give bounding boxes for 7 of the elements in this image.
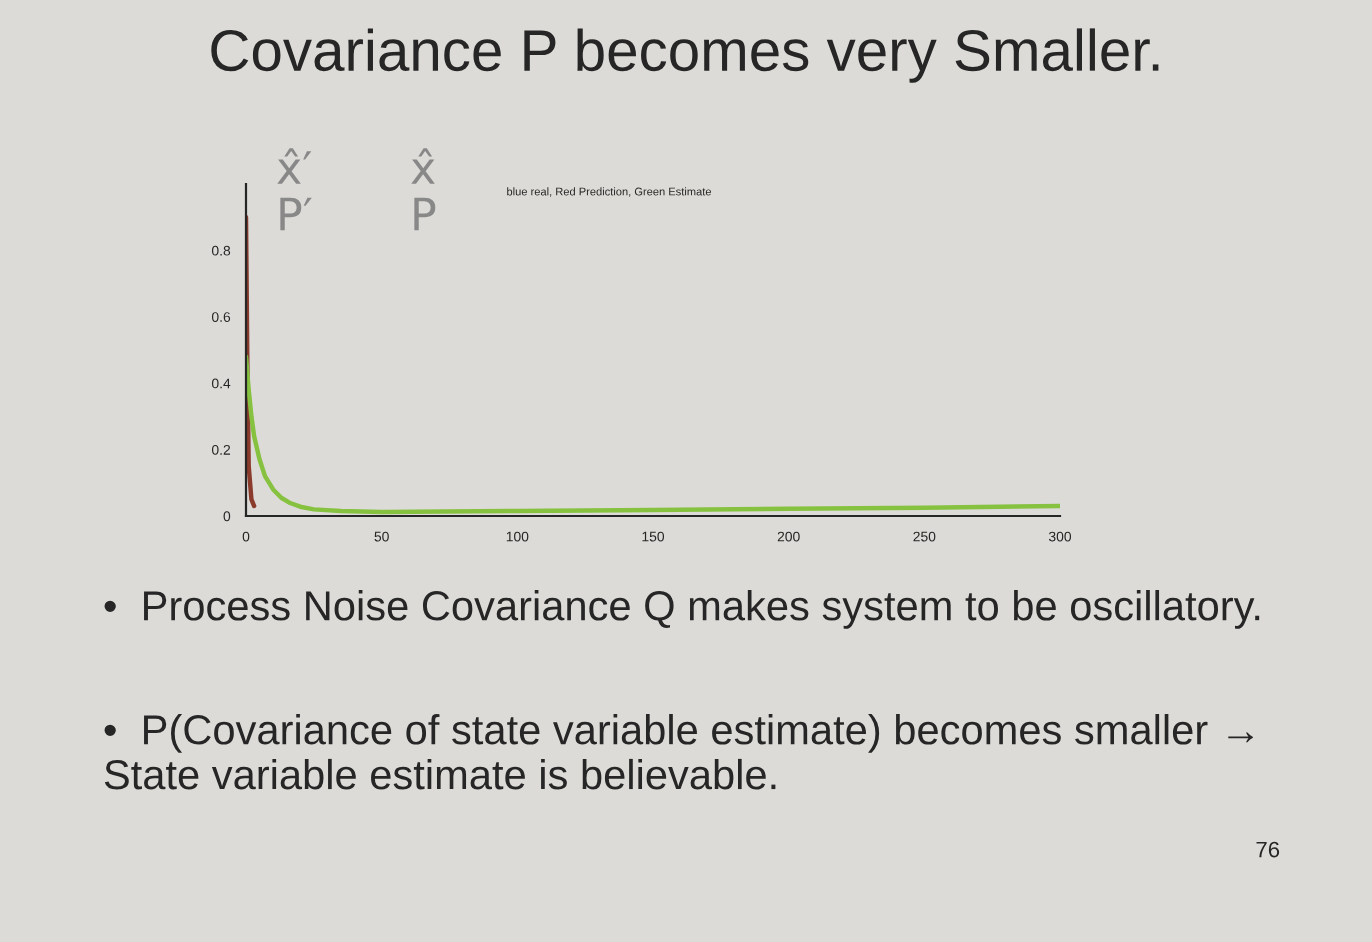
annotation: x̂′ P′	[277, 148, 312, 231]
chart-title: Covariance P becomes very Smaller.	[211, 28, 1159, 83]
text: • Process Noise Covariance Q makes system to be oscillatory.	[104, 590, 1260, 629]
line-series	[246, 214, 257, 509]
text: 76	[1256, 841, 1280, 858]
annotation: x̂ P	[411, 148, 436, 231]
text: • P(Covariance of state variable estimate) becomes smaller → State variable estimate is believable.	[104, 714, 1253, 790]
